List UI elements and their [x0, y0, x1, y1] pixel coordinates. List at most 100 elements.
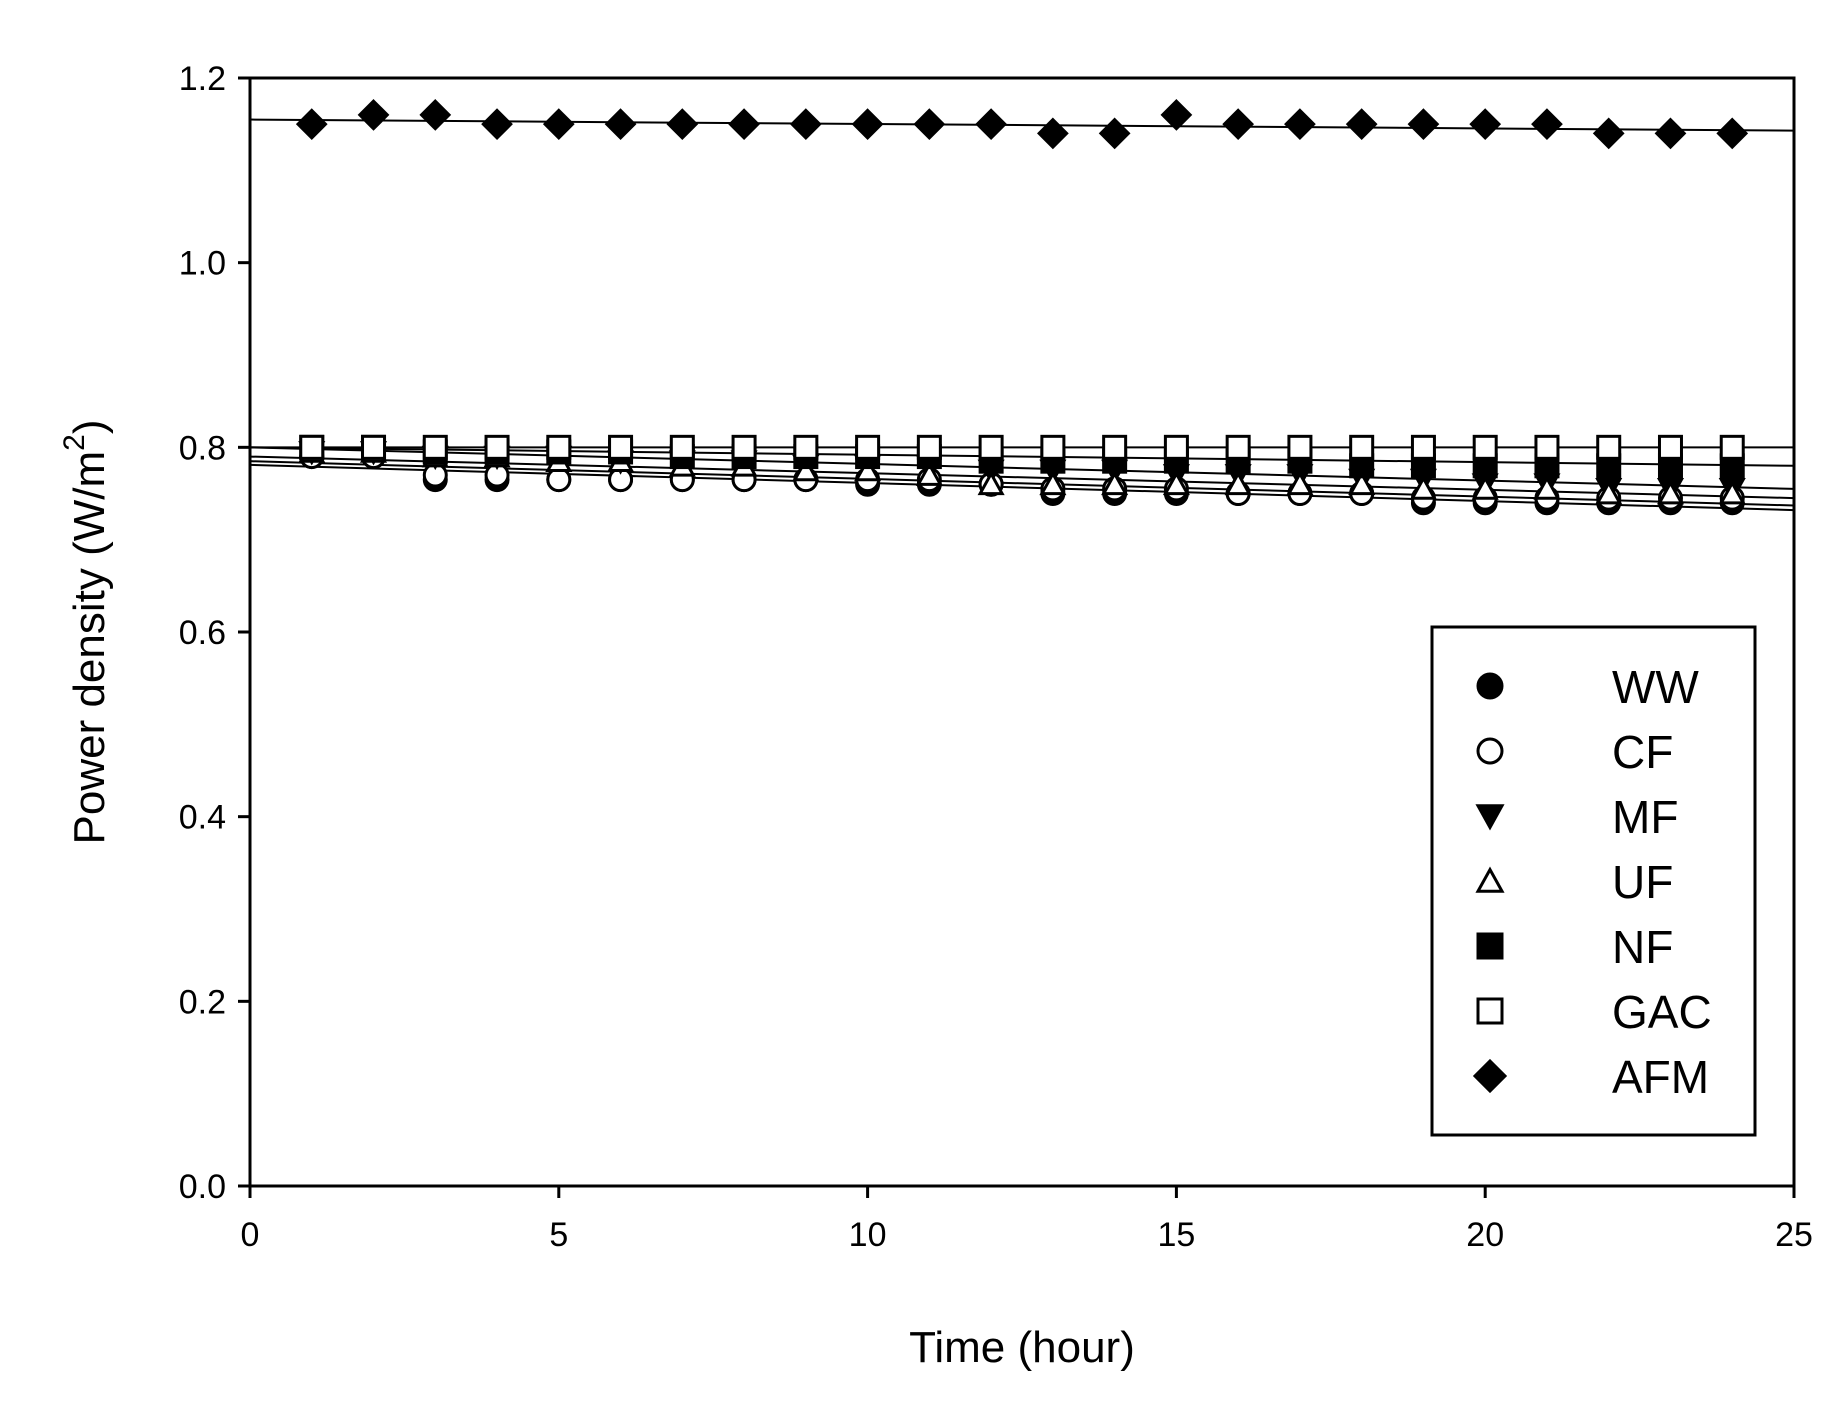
data-point-afm — [1345, 108, 1378, 141]
data-markers — [295, 99, 1749, 516]
x-tick-label: 5 — [549, 1216, 568, 1254]
data-point-afm — [419, 99, 452, 131]
data-point-uf — [1286, 470, 1314, 496]
data-point-uf — [1471, 475, 1499, 500]
data-point-uf — [1039, 470, 1067, 496]
series-afm — [295, 99, 1749, 150]
data-point-uf — [854, 456, 882, 482]
y-axis-title-main: Power density (W/m — [65, 451, 114, 845]
data-point-afm — [1469, 108, 1502, 141]
x-tick-label: 15 — [1157, 1216, 1195, 1254]
legend-label-nf: NF — [1612, 921, 1673, 973]
data-point-uf — [1656, 479, 1685, 505]
data-point-gac — [669, 434, 695, 460]
y-tick-label: 0.4 — [179, 799, 226, 837]
data-point-afm — [357, 99, 390, 131]
data-point-afm — [1037, 117, 1069, 150]
data-point-gac — [546, 434, 572, 460]
x-tick-label: 20 — [1466, 1216, 1504, 1254]
data-point-gac — [608, 434, 634, 460]
data-point-afm — [604, 108, 637, 141]
data-point-gac — [1349, 434, 1375, 460]
data-point-gac — [1657, 434, 1683, 460]
data-point-uf — [1533, 475, 1561, 500]
data-point-gac — [855, 434, 881, 460]
data-point-afm — [481, 108, 513, 141]
data-point-uf — [1409, 475, 1437, 500]
trend-lines — [249, 118, 1795, 512]
data-point-afm — [1222, 108, 1255, 141]
x-tick-label: 0 — [241, 1216, 260, 1254]
data-point-afm — [975, 108, 1007, 141]
y-tick-label: 1.0 — [179, 245, 226, 283]
data-point-uf — [1595, 479, 1623, 505]
legend-label-cf: CF — [1612, 726, 1673, 778]
y-tick-label: 0.6 — [179, 614, 226, 652]
data-point-afm — [1407, 108, 1440, 141]
data-point-uf — [1348, 470, 1376, 496]
x-axis-title: Time (hour) — [909, 1323, 1135, 1372]
y-axis: 0.0 0.2 0.4 0.6 0.8 1.0 1.2 — [179, 60, 250, 1206]
y-axis-title-close: ) — [65, 420, 114, 435]
data-point-gac — [299, 434, 325, 460]
data-point-gac — [1534, 434, 1560, 460]
series-gac — [299, 434, 1745, 460]
data-point-gac — [484, 434, 510, 460]
data-point-uf — [977, 470, 1005, 496]
data-point-gac — [361, 434, 387, 460]
data-point-afm — [789, 108, 822, 141]
x-axis: 0 5 10 15 20 25 — [241, 1186, 1813, 1254]
data-point-afm — [1654, 117, 1687, 150]
data-point-gac — [1410, 434, 1436, 460]
data-point-gac — [1163, 434, 1189, 460]
y-tick-label: 0.8 — [179, 429, 226, 467]
data-point-afm — [1716, 117, 1749, 150]
data-point-afm — [1098, 117, 1131, 150]
data-point-uf — [1162, 470, 1190, 496]
data-point-uf — [1224, 470, 1252, 496]
legend-marker-mf — [1475, 804, 1505, 831]
legend-label-uf: UF — [1612, 856, 1673, 908]
y-axis-title: Power density (W/m2) — [58, 420, 114, 845]
data-point-gac — [1596, 434, 1622, 460]
legend-label-afm: AFM — [1612, 1051, 1709, 1103]
legend: WW CF MF UF NF GAC AFM — [1430, 625, 1757, 1137]
data-point-gac — [1719, 434, 1745, 460]
data-point-uf — [1101, 470, 1129, 496]
legend-marker-afm — [1472, 1058, 1508, 1094]
legend-marker-uf — [1475, 866, 1505, 893]
y-tick-label: 0.2 — [179, 983, 226, 1021]
data-point-afm — [542, 108, 575, 141]
data-point-afm — [1531, 108, 1563, 141]
legend-label-gac: GAC — [1612, 986, 1712, 1038]
legend-label-ww: WW — [1612, 661, 1699, 713]
data-point-afm — [851, 108, 884, 141]
data-point-gac — [793, 434, 819, 460]
x-tick-label: 10 — [849, 1216, 887, 1254]
legend-marker-cf — [1476, 737, 1504, 765]
legend-marker-ww — [1476, 672, 1504, 700]
data-point-gac — [916, 434, 942, 460]
data-point-gac — [978, 434, 1004, 460]
x-tick-label: 25 — [1775, 1216, 1813, 1254]
data-point-afm — [295, 108, 328, 141]
legend-marker-gac — [1476, 997, 1504, 1025]
legend-marker-nf — [1476, 932, 1504, 960]
trend-line-afm — [249, 118, 1795, 132]
data-point-uf — [1718, 479, 1746, 505]
legend-label-mf: MF — [1612, 791, 1678, 843]
data-point-afm — [1160, 99, 1193, 131]
y-tick-label: 1.2 — [179, 60, 226, 98]
y-axis-title-superscript: 2 — [58, 434, 91, 451]
data-point-uf — [915, 461, 943, 486]
data-point-gac — [1040, 434, 1066, 460]
data-point-gac — [731, 434, 757, 460]
data-point-afm — [728, 108, 760, 141]
data-point-gac — [1225, 434, 1251, 460]
data-point-gac — [1472, 434, 1498, 460]
data-point-afm — [913, 108, 946, 141]
trend-line-ww — [249, 463, 1795, 512]
data-point-afm — [1592, 117, 1625, 150]
data-point-gac — [422, 434, 448, 460]
